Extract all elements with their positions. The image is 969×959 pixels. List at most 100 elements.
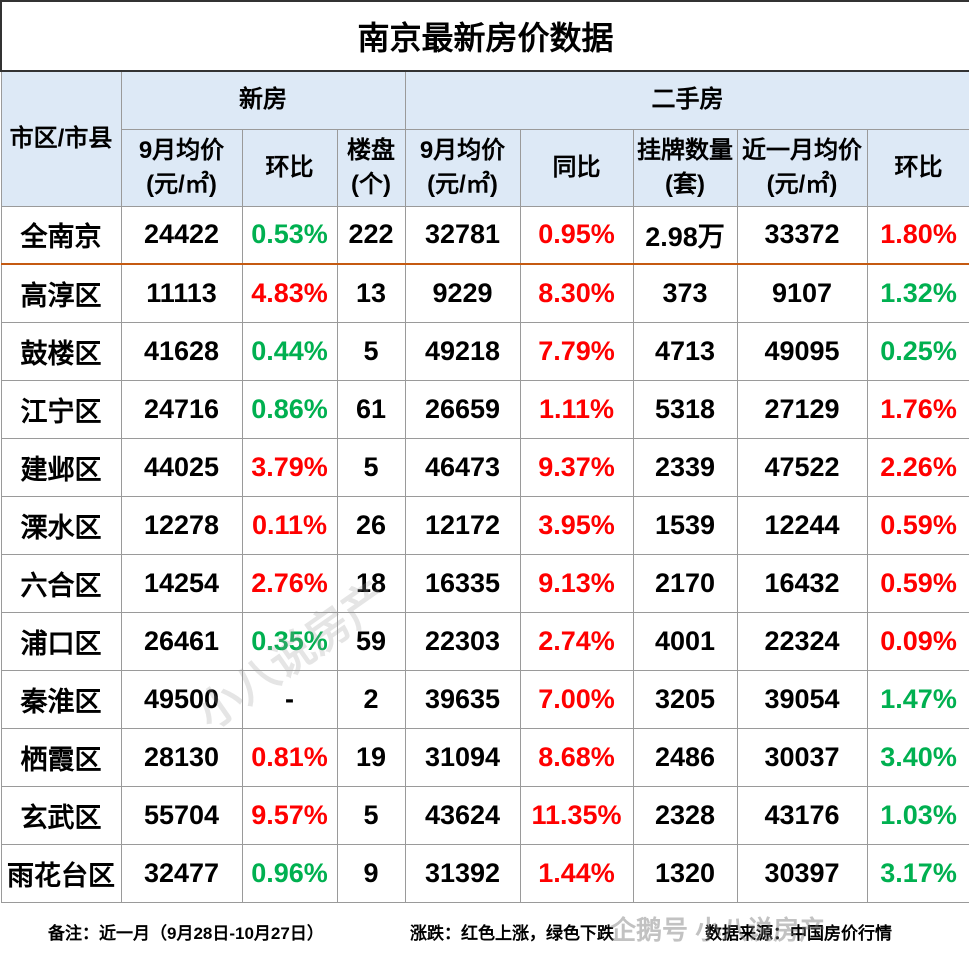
value-cell: 49095 [736,321,868,381]
value-cell: 31392 [404,843,521,903]
value-cell: 43176 [736,785,868,845]
value-cell: 44025 [120,437,243,497]
value-cell: 1.47% [866,669,969,729]
price-table: 南京最新房价数据 市区/市县 新房 二手房 9月均价(元/㎡) 环比 楼盘(个) 9月… [0,0,969,903]
value-cell: 2486 [632,727,738,787]
value-cell: 2.76% [241,553,338,613]
value-cell: 1.44% [519,843,634,903]
table-row: 溧水区 12278 0.11% 26 12172 3.95% 1539 12244 0.59% [0,495,969,555]
column-header: 挂牌数量(套) [632,128,738,207]
value-cell: 373 [632,263,738,323]
value-cell: 24716 [120,379,243,439]
value-cell: 9.13% [519,553,634,613]
value-cell: 33372 [736,205,868,265]
value-cell: 2 [336,669,406,729]
value-cell: 8.68% [519,727,634,787]
value-cell: 61 [336,379,406,439]
value-cell: 14254 [120,553,243,613]
value-cell: 41628 [120,321,243,381]
table-body: 南京最新房价数据 市区/市县 新房 二手房 9月均价(元/㎡) 环比 楼盘(个) 9月… [0,0,969,903]
value-cell: 0.11% [241,495,338,555]
value-cell: 47522 [736,437,868,497]
column-header: 9月均价(元/㎡) [404,128,521,207]
value-cell: 3.40% [866,727,969,787]
table-row: 建邺区 44025 3.79% 5 46473 9.37% 2339 47522 2.26% [0,437,969,497]
table-row: 玄武区 55704 9.57% 5 43624 11.35% 2328 43176 1.03% [0,785,969,845]
region-cell: 栖霞区 [0,727,122,787]
column-header: 9月均价(元/㎡) [120,128,243,207]
region-cell: 溧水区 [0,495,122,555]
value-cell: 5318 [632,379,738,439]
value-cell: 0.96% [241,843,338,903]
value-cell: 27129 [736,379,868,439]
value-cell: 1.32% [866,263,969,323]
value-cell: 24422 [120,205,243,265]
region-cell: 秦淮区 [0,669,122,729]
value-cell: 3.17% [866,843,969,903]
value-cell: 5 [336,785,406,845]
value-cell: 1.03% [866,785,969,845]
group-header: 新房 [120,70,406,130]
value-cell: 2.26% [866,437,969,497]
value-cell: 2339 [632,437,738,497]
value-cell: 0.81% [241,727,338,787]
value-cell: 26 [336,495,406,555]
column-header: 同比 [519,128,634,207]
table-row: 全南京 24422 0.53% 222 32781 0.95% 2.98万 33372 1.80… [0,205,969,265]
value-cell: 9229 [404,263,521,323]
value-cell: 12278 [120,495,243,555]
value-cell: 1.76% [866,379,969,439]
value-cell: 13 [336,263,406,323]
group-header: 二手房 [404,70,969,130]
column-header: 环比 [241,128,338,207]
table-row: 栖霞区 28130 0.81% 19 31094 8.68% 2486 30037 3.40% [0,727,969,787]
value-cell: 0.95% [519,205,634,265]
value-cell: 26659 [404,379,521,439]
value-cell: 0.25% [866,321,969,381]
value-cell: 30397 [736,843,868,903]
region-header: 市区/市县 [0,70,122,207]
value-cell: 4.83% [241,263,338,323]
value-cell: 0.86% [241,379,338,439]
value-cell: 32781 [404,205,521,265]
table-row: 鼓楼区 41628 0.44% 5 49218 7.79% 4713 49095 0.25% [0,321,969,381]
watermark: 企鹅号 小八说房产 [610,915,826,945]
region-cell: 全南京 [0,205,122,265]
value-cell: 46473 [404,437,521,497]
column-header: 楼盘(个) [336,128,406,207]
region-cell: 鼓楼区 [0,321,122,381]
footer-note: 备注：近一月（9月28日-10月27日） [48,924,324,943]
value-cell: 8.30% [519,263,634,323]
value-cell: 49500 [120,669,243,729]
value-cell: 0.59% [866,553,969,613]
column-header: 环比 [866,128,969,207]
value-cell: 26461 [120,611,243,671]
value-cell: 4001 [632,611,738,671]
value-cell: 2.98万 [632,205,738,265]
value-cell: 3205 [632,669,738,729]
value-cell: 3.79% [241,437,338,497]
value-cell: 2170 [632,553,738,613]
value-cell: 1.80% [866,205,969,265]
value-cell: 0.09% [866,611,969,671]
value-cell: 11.35% [519,785,634,845]
value-cell: 16432 [736,553,868,613]
table-row: 秦淮区 49500-2 39635 7.00% 3205 39054 1.47% [0,669,969,729]
value-cell: 1.11% [519,379,634,439]
value-cell: 5 [336,321,406,381]
value-cell: 12172 [404,495,521,555]
footer: 备注：近一月（9月28日-10月27日） 涨跌：红色上涨，绿色下跌 数据来源：中… [0,901,969,959]
value-cell: 4713 [632,321,738,381]
value-cell: 30037 [736,727,868,787]
title: 南京最新房价数据 [0,0,969,72]
value-cell: 9 [336,843,406,903]
value-cell: 18 [336,553,406,613]
value-cell: 2328 [632,785,738,845]
value-cell: 2.74% [519,611,634,671]
value-cell: 1320 [632,843,738,903]
value-cell: 0.59% [866,495,969,555]
footer-source: 数据来源：中国房价行情 [705,924,892,943]
value-cell: 7.00% [519,669,634,729]
region-cell: 玄武区 [0,785,122,845]
